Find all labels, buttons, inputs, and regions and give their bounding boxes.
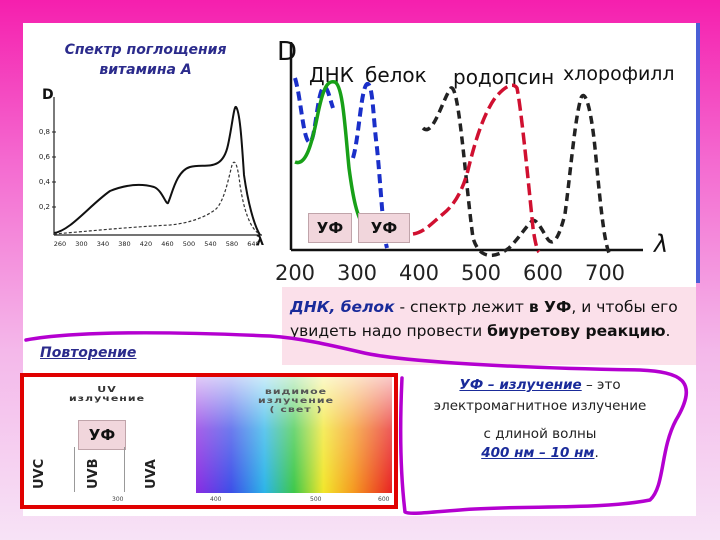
spectra-y-label: D bbox=[277, 38, 297, 67]
slide-edge-strip bbox=[696, 23, 700, 283]
band-uva: UVA bbox=[144, 459, 159, 489]
vitamin-y-ticks: 0,8 0,6 0,4 0,2 bbox=[39, 128, 56, 211]
uv-title-1: UV bbox=[97, 384, 117, 394]
spectra-x-tick: 500 bbox=[461, 261, 501, 285]
vitamin-x-ticks: 260 300 340 380 420 460 500 540 580 640 bbox=[54, 240, 260, 248]
info-box: ДНК, белок - спектр лежит в УФ, и чтобы … bbox=[282, 287, 696, 365]
info-part3: в УФ bbox=[528, 298, 572, 316]
spectra-x-ticks: 200 300 400 500 600 700 bbox=[275, 261, 625, 285]
uf-badge: УФ bbox=[78, 420, 126, 450]
vitamin-x-tick: 300 bbox=[75, 240, 87, 248]
chlorophyll-curve bbox=[412, 83, 541, 254]
definition-line3: с длиной волны bbox=[483, 426, 597, 442]
spectra-x-label: λ bbox=[652, 230, 668, 258]
vitamin-y-tick: 0,8 bbox=[39, 128, 50, 136]
vitamin-x-tick: 380 bbox=[118, 240, 130, 248]
vitamin-title-line2: витамина А bbox=[99, 62, 192, 78]
info-part6: . bbox=[665, 322, 671, 340]
vitamin-x-tick: 500 bbox=[183, 240, 195, 248]
vitamin-solid-curve bbox=[53, 105, 261, 236]
visible-title-3: ( свет ) bbox=[269, 405, 323, 415]
definition-title-rest: – это bbox=[581, 377, 621, 393]
visible-title-1: видимое bbox=[264, 386, 328, 396]
rhodopsin-curve bbox=[421, 86, 611, 258]
vitamin-x-tick: 260 bbox=[54, 240, 66, 248]
repeat-label: Повторение bbox=[40, 345, 137, 361]
visible-region: видимое излучение ( свет ) bbox=[196, 377, 392, 493]
vitamin-dashed-curve bbox=[53, 161, 259, 235]
spectra-x-tick: 700 bbox=[585, 261, 625, 285]
sp-tick-300: 300 bbox=[112, 496, 124, 503]
spectra-x-tick: 400 bbox=[399, 261, 439, 285]
vitamin-chart-title: Спектр поглощения витамина А bbox=[38, 40, 253, 80]
band-divider-2 bbox=[124, 447, 125, 492]
vitamin-x-tick: 540 bbox=[204, 240, 216, 248]
info-part5: биуретову реакцию bbox=[487, 322, 666, 340]
sp-tick-600: 600 bbox=[378, 496, 390, 503]
dna-curve-2 bbox=[351, 81, 389, 249]
vitamin-y-tick: 0,2 bbox=[39, 203, 50, 211]
definition-title: УФ – излучение bbox=[459, 377, 582, 393]
definition-line1: УФ – излучение – это bbox=[408, 376, 672, 394]
band-uvc: UVC bbox=[32, 458, 47, 489]
uf-label-1: УФ bbox=[308, 213, 352, 243]
biomolecule-spectra-chart: D λ ДНК белок родопсин хлорофилл 200 300 4… bbox=[275, 38, 675, 285]
curve-label-rhodopsin: родопсин bbox=[453, 65, 554, 89]
band-divider-1 bbox=[74, 447, 75, 492]
sp-tick-500: 500 bbox=[310, 496, 322, 503]
protein-curve bbox=[294, 79, 367, 230]
uf-label-2: УФ bbox=[358, 213, 410, 243]
vitamin-y-tick: 0,6 bbox=[39, 153, 51, 161]
curve-label-protein: белок bbox=[365, 63, 427, 87]
uv-region: UV излучение УФ UVC UVB UVA bbox=[24, 377, 194, 505]
spectra-x-tick: 200 bbox=[275, 261, 315, 285]
vitamin-x-tick: 640 bbox=[247, 240, 259, 248]
uv-title-2: излучение bbox=[68, 394, 146, 404]
spectra-x-tick: 300 bbox=[337, 261, 377, 285]
definition-value-end: . bbox=[594, 445, 599, 461]
definition-line2: электромагнитное излучение bbox=[433, 398, 647, 414]
vitamin-y-tick: 0,4 bbox=[39, 178, 51, 186]
spectra-x-tick: 600 bbox=[523, 261, 563, 285]
sp-tick-400: 400 bbox=[210, 496, 222, 503]
spectrum-image: UV излучение УФ UVC UVB UVA видимое излу… bbox=[20, 373, 398, 509]
vitamin-x-tick: 460 bbox=[161, 240, 173, 248]
visible-title-2: излучение bbox=[257, 395, 335, 406]
vitamin-x-tick: 420 bbox=[140, 240, 152, 248]
info-part1: ДНК, белок bbox=[290, 298, 395, 316]
curve-label-chlorophyll: хлорофилл bbox=[563, 63, 675, 85]
band-uvb: UVB bbox=[86, 458, 101, 489]
vitamin-a-absorption-chart: D 0,8 0,6 0,4 0,2 260 300 340 380 420 460 500 540 5… bbox=[39, 87, 264, 249]
info-part2: - спектр лежит bbox=[394, 298, 529, 316]
vitamin-x-tick: 580 bbox=[226, 240, 238, 248]
definition-line4: 400 нм – 10 нм. bbox=[408, 444, 672, 462]
vitamin-y-label: D bbox=[42, 87, 54, 103]
visible-title: видимое излучение ( свет ) bbox=[216, 387, 376, 414]
uv-title: UV излучение bbox=[42, 385, 172, 403]
vitamin-x-label: λ bbox=[256, 234, 264, 249]
vitamin-x-tick: 340 bbox=[97, 240, 109, 248]
definition-value: 400 нм – 10 нм bbox=[481, 445, 595, 461]
vitamin-title-line1: Спектр поглощения bbox=[64, 42, 227, 58]
